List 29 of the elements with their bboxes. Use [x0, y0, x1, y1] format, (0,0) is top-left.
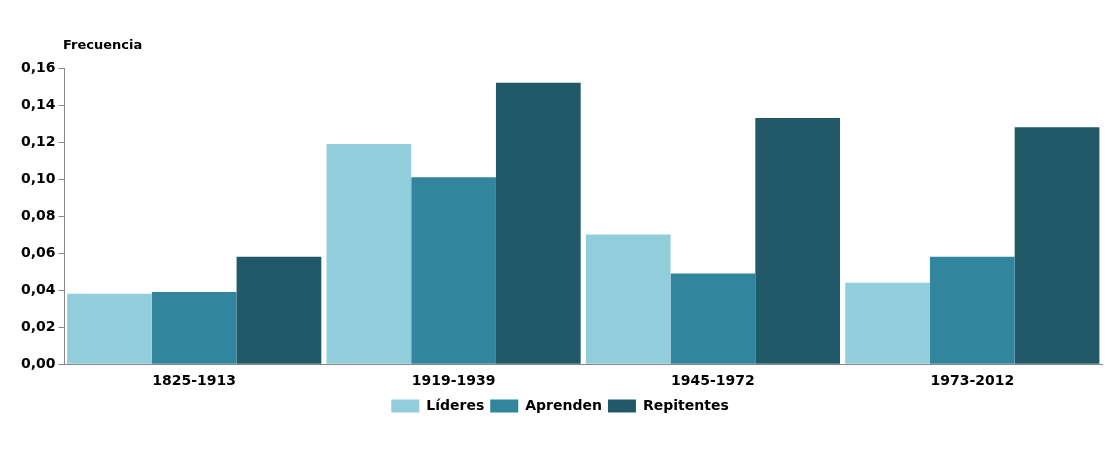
y-tick-label: 0,02	[21, 317, 56, 334]
x-tick-label: 1973-2012	[930, 372, 1015, 389]
y-axis-title: Frecuencia	[63, 36, 143, 52]
bar	[1014, 127, 1100, 364]
bar	[845, 282, 930, 364]
legend-label: Repitentes	[642, 396, 729, 413]
bar	[929, 256, 1015, 364]
legend-label: Aprenden	[525, 396, 602, 413]
y-tick-label: 0,10	[21, 169, 56, 186]
bar	[495, 82, 581, 364]
y-tick-label: 0,06	[21, 243, 56, 260]
legend-label: Líderes	[426, 396, 485, 413]
y-tick-label: 0,16	[21, 58, 56, 75]
bar	[67, 293, 152, 364]
bar	[755, 117, 841, 364]
bar	[670, 273, 756, 364]
y-tick-label: 0,04	[21, 280, 56, 297]
y-tick-label: 0,14	[21, 95, 56, 112]
y-tick-label: 0,12	[21, 132, 56, 149]
bar	[411, 177, 496, 364]
x-tick-label: 1945-1972	[671, 372, 755, 389]
x-tick-label: 1919-1939	[411, 372, 496, 389]
x-tick-label: 1825-1913	[152, 372, 237, 389]
bar	[236, 256, 322, 364]
bar	[151, 292, 237, 364]
bar	[585, 234, 671, 364]
y-tick-label: 0,08	[21, 206, 56, 223]
y-tick-label: 0,00	[21, 354, 56, 371]
bar	[326, 143, 412, 364]
